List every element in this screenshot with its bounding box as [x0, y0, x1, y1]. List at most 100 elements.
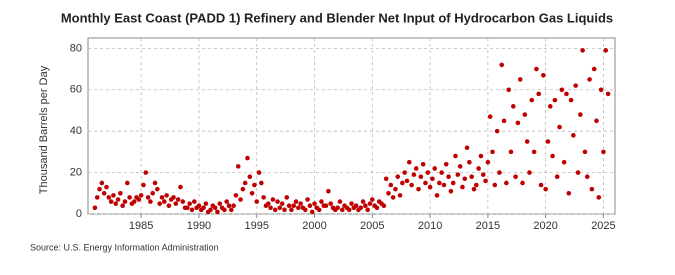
- data-point: [483, 178, 488, 184]
- data-point: [441, 182, 447, 188]
- data-point: [571, 133, 576, 138]
- data-point: [446, 174, 451, 180]
- data-point: [413, 166, 419, 171]
- data-point: [536, 91, 542, 97]
- data-point: [339, 207, 345, 213]
- data-point: [143, 170, 149, 175]
- data-point: [425, 170, 431, 175]
- data-point: [155, 186, 160, 192]
- data-point: [166, 203, 172, 209]
- data-point: [254, 199, 260, 204]
- data-point: [284, 195, 290, 200]
- data-point: [480, 172, 486, 177]
- y-tick-label: 20: [70, 166, 82, 178]
- data-point: [131, 199, 137, 204]
- data-point: [467, 159, 472, 165]
- data-point: [554, 174, 560, 180]
- data-point: [522, 112, 528, 117]
- data-point: [400, 180, 405, 186]
- data-point: [157, 201, 162, 206]
- data-point: [506, 87, 511, 93]
- data-point: [145, 195, 151, 200]
- x-tick-label: 2010: [418, 220, 442, 232]
- data-point: [233, 193, 239, 198]
- data-point: [487, 114, 493, 119]
- data-point: [180, 199, 186, 204]
- source-note: Source: U.S. Energy Information Administ…: [30, 242, 219, 252]
- data-point: [365, 207, 370, 213]
- data-point: [453, 153, 458, 159]
- x-tick-label: 1990: [187, 220, 211, 232]
- data-point: [471, 186, 477, 192]
- data-point: [395, 174, 401, 180]
- data-point: [423, 180, 428, 186]
- data-point: [603, 48, 609, 53]
- x-tick-label: 2015: [476, 220, 500, 232]
- data-point: [529, 97, 535, 103]
- data-point: [222, 207, 227, 213]
- data-point: [534, 66, 539, 72]
- data-point: [497, 170, 502, 175]
- y-tick-label: 0: [76, 208, 82, 220]
- x-tick-label: 2000: [302, 220, 326, 232]
- data-point: [312, 201, 317, 206]
- data-point: [517, 77, 523, 82]
- data-point: [427, 184, 433, 190]
- data-point: [215, 209, 220, 215]
- data-point: [92, 205, 98, 211]
- data-point: [578, 112, 583, 117]
- y-tick-label: 40: [70, 125, 82, 137]
- data-point: [439, 170, 444, 175]
- data-point: [118, 190, 123, 196]
- data-point: [307, 203, 313, 209]
- data-point: [238, 197, 243, 202]
- data-point: [217, 201, 223, 206]
- data-point: [390, 195, 396, 200]
- data-point: [150, 190, 156, 196]
- data-point: [374, 205, 380, 211]
- data-point: [256, 170, 262, 175]
- data-point: [580, 48, 585, 53]
- x-tick-label: 2020: [533, 220, 557, 232]
- data-point: [94, 195, 100, 200]
- data-point: [584, 174, 590, 180]
- data-point: [367, 201, 373, 206]
- data-point: [120, 203, 125, 209]
- data-point: [113, 201, 119, 206]
- data-point: [136, 197, 142, 202]
- data-point: [326, 188, 331, 194]
- data-point: [298, 201, 303, 206]
- data-point: [437, 180, 442, 186]
- data-point: [164, 193, 169, 198]
- data-point: [323, 203, 329, 209]
- data-point: [462, 176, 468, 182]
- data-point: [249, 190, 255, 196]
- data-point: [319, 199, 324, 204]
- data-point: [127, 195, 132, 200]
- data-point: [189, 207, 195, 213]
- data-point: [335, 205, 340, 211]
- data-point: [247, 174, 253, 180]
- data-point: [510, 104, 516, 109]
- data-point: [302, 207, 308, 213]
- data-point: [559, 87, 565, 93]
- data-point: [409, 182, 414, 188]
- data-point: [527, 170, 532, 175]
- data-point: [268, 205, 273, 211]
- data-point: [566, 190, 572, 196]
- data-point: [564, 91, 569, 97]
- data-point: [286, 203, 292, 209]
- data-point: [171, 195, 176, 200]
- data-point: [275, 199, 280, 204]
- data-point: [99, 180, 105, 186]
- data-point: [492, 182, 498, 188]
- data-point: [538, 182, 544, 188]
- y-tick-label: 60: [70, 84, 82, 96]
- data-point: [185, 205, 190, 211]
- data-point: [108, 199, 114, 204]
- data-point: [524, 139, 530, 144]
- data-point: [457, 164, 463, 169]
- data-point: [383, 176, 389, 182]
- data-point: [416, 186, 421, 192]
- data-point: [432, 166, 438, 171]
